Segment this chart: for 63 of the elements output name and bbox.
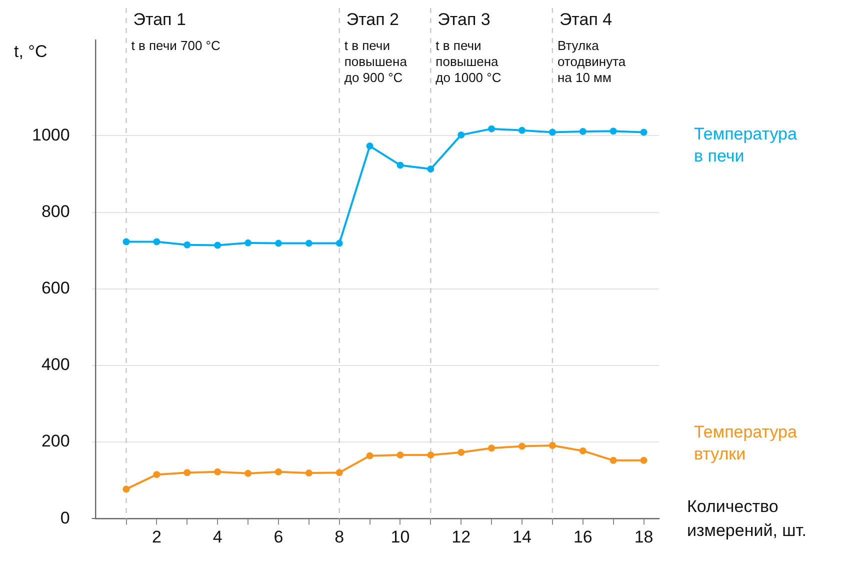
point — [274, 468, 282, 476]
x-tick-label: 6 — [274, 527, 284, 546]
point — [153, 238, 160, 246]
x-tick-label: 2 — [152, 527, 162, 546]
y-tick-label: 400 — [41, 355, 70, 374]
x-tick-label: 4 — [212, 527, 222, 546]
x-tick-label: 10 — [390, 527, 410, 546]
y-tick-label: 600 — [41, 278, 70, 298]
point — [214, 468, 222, 476]
annotation: t в печи повышена до 1000 °C — [436, 38, 502, 86]
x-tick-label: 8 — [334, 527, 344, 546]
point — [184, 241, 191, 248]
point — [548, 442, 556, 449]
point — [610, 456, 617, 464]
point — [336, 469, 343, 476]
x-axis-title: Количество измерений, шт. — [687, 496, 806, 540]
point — [122, 486, 130, 493]
x-tick-label: 14 — [512, 527, 532, 546]
point — [396, 162, 404, 169]
y-tick-label: 1000 — [32, 125, 70, 144]
point — [518, 126, 526, 134]
point — [122, 238, 130, 246]
ref-line-label: Этап 1 — [133, 10, 186, 30]
y-tick-label: 200 — [41, 432, 70, 451]
point — [184, 469, 191, 476]
y-axis-title: t, °C — [14, 42, 48, 62]
point — [366, 452, 374, 460]
point — [548, 128, 556, 136]
point — [427, 166, 434, 173]
ref-line-label: Этап 3 — [438, 10, 490, 30]
text: Температура втулки — [694, 422, 798, 464]
point — [427, 452, 434, 459]
x-tick-label: 18 — [634, 527, 654, 546]
point — [458, 448, 465, 456]
point — [366, 142, 374, 150]
y-tick-label: 800 — [41, 202, 70, 221]
point — [153, 471, 160, 478]
point — [610, 128, 617, 135]
point — [640, 128, 648, 136]
point — [458, 131, 465, 138]
annotation: t в печи 700 °C — [131, 38, 220, 54]
x-tick-label: 12 — [452, 527, 471, 546]
point — [579, 128, 586, 136]
ref-line-label: Этап 2 — [346, 10, 400, 30]
annotation: Втулка отодвинута на 10 мм — [557, 38, 626, 86]
annotation: t в печи повышена до 900 °C — [344, 38, 408, 86]
point — [244, 470, 252, 477]
point — [488, 444, 496, 452]
ref-line-label: Этап 4 — [559, 10, 612, 30]
text: Температура в печи — [694, 124, 798, 166]
point — [274, 240, 282, 247]
point — [396, 452, 404, 459]
point — [640, 456, 648, 464]
point — [336, 240, 343, 247]
point — [305, 240, 312, 247]
y-tick-label: 0 — [60, 508, 70, 528]
x-tick-label: 16 — [573, 527, 592, 546]
point — [488, 125, 496, 132]
point — [244, 239, 252, 246]
point — [518, 442, 526, 450]
point — [579, 447, 586, 454]
point — [214, 242, 222, 249]
point — [305, 470, 312, 477]
